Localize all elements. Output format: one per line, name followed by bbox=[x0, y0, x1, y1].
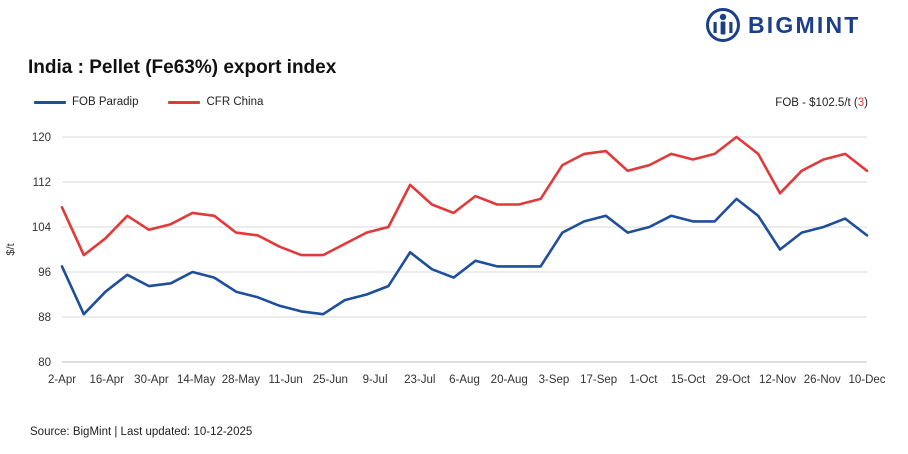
x-tick-label: 26-Nov bbox=[804, 374, 841, 386]
fob-price-note: FOB - $102.5/t (3) bbox=[775, 97, 868, 109]
x-tick-label: 2-Apr bbox=[48, 374, 76, 386]
x-tick-label: 20-Aug bbox=[491, 374, 528, 386]
legend-item-fob: FOB Paradip bbox=[34, 96, 138, 108]
legend-swatch-fob bbox=[34, 100, 66, 104]
line-chart: 80 88 96 104 112 120 $/t 2-Apr 16-Apr 30-Apr 14-Ma… bbox=[5, 132, 886, 386]
fob-note-count: 3 bbox=[857, 97, 865, 109]
legend-item-cfr: CFR China bbox=[168, 96, 263, 108]
x-tick-label: 9-Jul bbox=[363, 374, 388, 386]
brand-name: BIGMINT bbox=[748, 12, 861, 38]
x-tick-label: 15-Oct bbox=[671, 374, 706, 386]
chart-legend: FOB Paradip CFR China bbox=[34, 96, 293, 108]
y-tick-label: 104 bbox=[32, 222, 52, 234]
legend-label-cfr: CFR China bbox=[206, 96, 264, 108]
x-tick-label: 6-Aug bbox=[449, 374, 480, 386]
legend-label-fob: FOB Paradip bbox=[72, 96, 139, 108]
x-tick-label: 17-Sep bbox=[580, 374, 617, 386]
x-tick-label: 25-Jun bbox=[313, 374, 348, 386]
series-line-cfr-china bbox=[60, 135, 869, 257]
x-tick-label: 23-Jul bbox=[404, 374, 435, 386]
x-tick-label: 10-Dec bbox=[848, 374, 885, 386]
chart-title: India : Pellet (Fe63%) export index bbox=[28, 57, 337, 78]
x-tick-label: 28-May bbox=[222, 374, 261, 386]
y-tick-label: 80 bbox=[38, 357, 51, 369]
y-tick-label: 120 bbox=[32, 132, 51, 144]
x-tick-label: 11-Jun bbox=[268, 374, 302, 386]
fob-note-text: FOB - $102.5/t ( bbox=[775, 97, 858, 109]
x-tick-label: 29-Oct bbox=[716, 374, 751, 386]
legend-swatch-cfr bbox=[168, 100, 201, 104]
bigmint-logo: BIGMINT bbox=[706, 8, 884, 42]
x-tick-label: 16-Apr bbox=[89, 374, 124, 386]
fob-note-close: ) bbox=[864, 97, 868, 109]
x-tick-label: 1-Oct bbox=[629, 374, 658, 386]
bigmint-logo-icon bbox=[706, 8, 740, 42]
source-note: Source: BigMint | Last updated: 10-12-20… bbox=[30, 426, 253, 438]
x-tick-label: 30-Apr bbox=[134, 374, 169, 386]
series-line-fob-paradip bbox=[60, 197, 869, 316]
x-tick-label: 3-Sep bbox=[539, 374, 570, 386]
y-axis-label: $/t bbox=[5, 243, 17, 255]
x-tick-label: 14-May bbox=[177, 374, 216, 386]
y-tick-label: 96 bbox=[38, 267, 51, 279]
y-tick-label: 112 bbox=[33, 177, 51, 189]
y-tick-label: 88 bbox=[38, 312, 51, 324]
x-tick-label: 12-Nov bbox=[759, 374, 796, 386]
